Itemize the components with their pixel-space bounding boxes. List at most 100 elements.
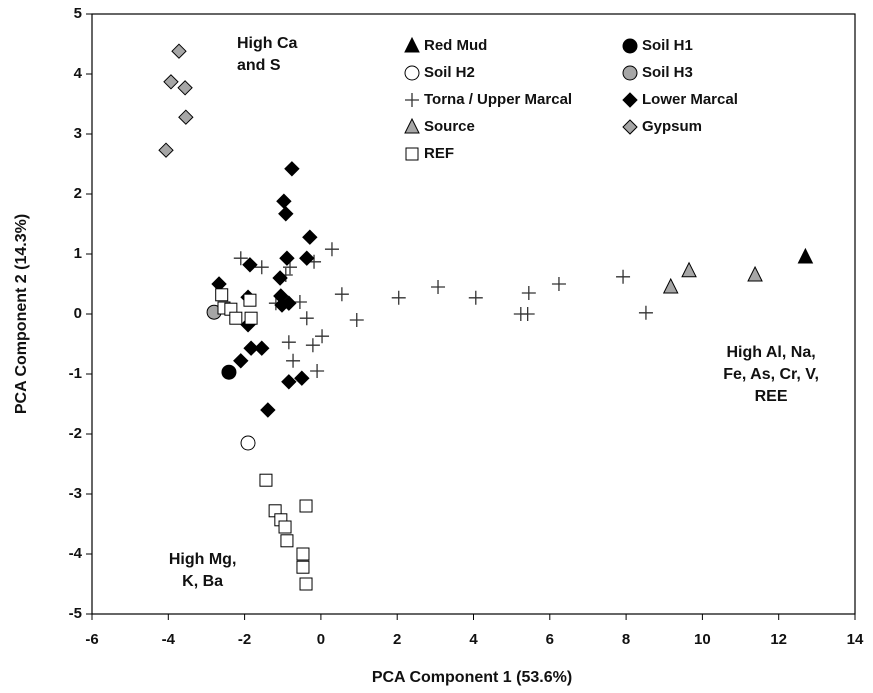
point [244,311,258,325]
point [243,340,259,356]
point [278,520,292,534]
point [299,577,313,591]
point [349,313,364,327]
point [747,265,763,282]
x-tick-label: -4 [162,631,176,648]
legend-label: Gypsum [642,118,702,135]
legend-marker [622,119,638,135]
x-tick-label: -6 [85,631,98,648]
annotation: Fe, As, Cr, V, [723,366,819,383]
x-tick-label: 4 [469,631,478,648]
point [638,305,653,320]
point [299,250,315,266]
point [797,247,814,264]
point [520,307,535,321]
point [521,286,536,300]
point [468,290,483,305]
point [315,329,330,344]
point [163,74,179,90]
point [281,374,297,390]
annotation: K, Ba [182,573,223,590]
point [299,499,313,513]
y-tick-label: 0 [74,305,82,322]
y-tick-label: -4 [69,545,83,562]
point [254,260,269,275]
point [302,229,318,245]
legend-label: Lower Marcal [642,91,738,108]
point [276,193,292,209]
point [281,335,296,350]
y-tick-label: -2 [69,425,82,442]
annotation: and S [237,57,281,74]
y-tick-label: 5 [74,5,82,22]
y-tick-label: -5 [69,605,82,622]
legend-marker [622,65,638,81]
legend-label: Soil H2 [424,64,475,81]
legend-marker [404,117,420,134]
point [242,257,258,273]
point [260,402,276,418]
point [334,287,349,302]
legend-label: Source [424,118,475,135]
point [254,340,270,356]
legend-marker [622,38,638,54]
x-tick-label: -2 [238,631,251,648]
legend-marker [622,92,638,108]
point [259,473,273,487]
x-tick-label: 8 [622,631,630,648]
x-tick-label: 12 [770,631,787,648]
point [431,280,446,294]
point [551,277,566,291]
annotation: High Al, Na, [726,344,815,361]
legend-marker [404,65,420,81]
point [294,370,310,386]
point [215,288,229,302]
legend-marker [405,93,419,107]
annotation: REE [755,388,788,405]
legend-marker [405,147,419,161]
x-axis-label: PCA Component 1 (53.6%) [372,669,572,686]
x-tick-label: 10 [694,631,711,648]
point [233,251,248,266]
legend-label: Red Mud [424,37,487,54]
y-tick-label: -1 [69,365,82,382]
point [681,261,697,278]
y-tick-label: 2 [74,185,82,202]
y-axis-label: PCA Component 2 (14.3%) [13,214,30,414]
legend-label: Torna / Upper Marcal [424,91,572,108]
point [272,270,288,286]
y-tick-label: -3 [69,485,82,502]
point [324,242,339,257]
point [299,311,314,326]
x-tick-label: 0 [317,631,325,648]
point [281,295,297,311]
point [662,277,679,294]
point [243,293,257,307]
y-tick-label: 4 [74,65,83,82]
point [177,80,193,96]
point [391,290,406,305]
x-tick-label: 2 [393,631,401,648]
point [616,269,631,284]
point [278,206,294,222]
legend-label: Soil H3 [642,64,693,81]
y-tick-label: 1 [74,245,82,262]
point [280,534,294,548]
point [178,109,194,125]
point [240,435,256,451]
point [305,338,320,353]
annotation: High Ca [237,35,298,52]
point [233,353,249,369]
x-tick-label: 6 [546,631,554,648]
point [171,43,187,59]
point [221,364,237,380]
point [296,547,310,561]
point [279,250,295,266]
legend-marker [404,36,420,53]
point [310,364,325,378]
legend-label: REF [424,145,454,162]
point [284,161,300,177]
y-tick-label: 3 [74,125,82,142]
annotation: High Mg, [169,551,237,568]
